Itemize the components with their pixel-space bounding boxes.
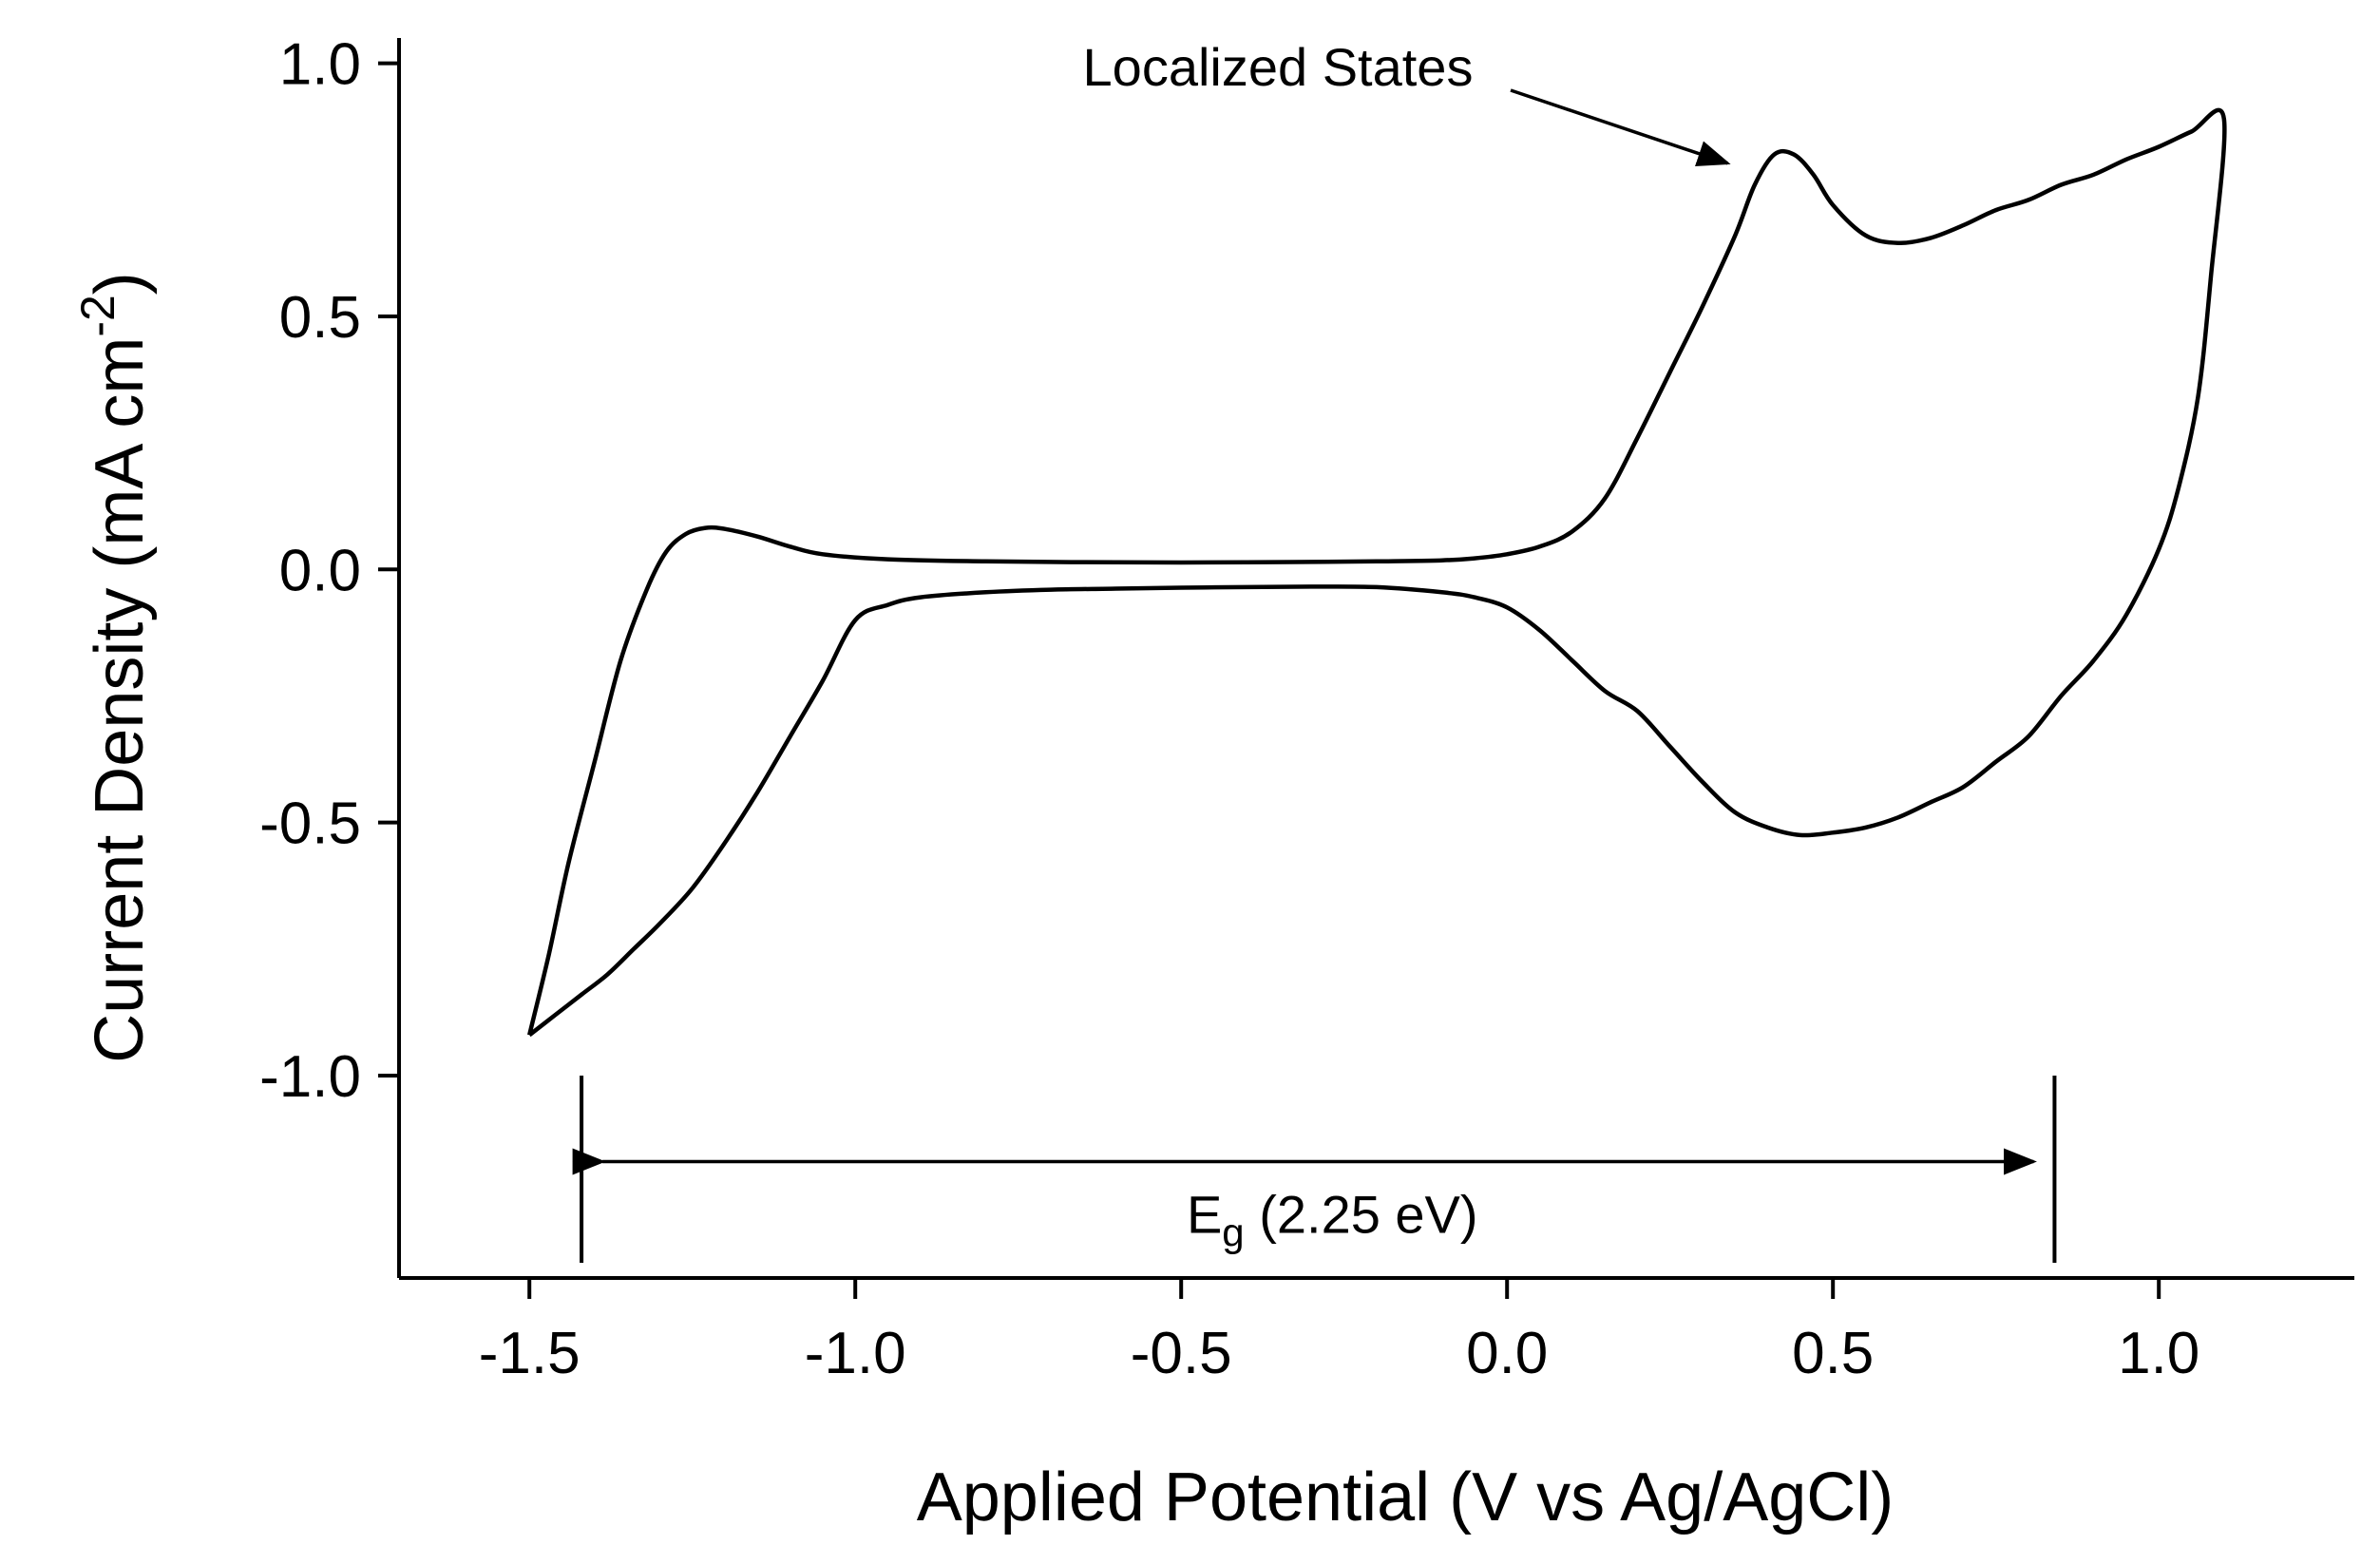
x-tick-label: 0.0	[1466, 1321, 1548, 1386]
x-axis-title: Applied Potential (V vs Ag/AgCl)	[917, 1459, 1894, 1535]
y-axis-title-superscript: -2	[71, 295, 124, 336]
x-tick-label: -1.5	[479, 1321, 581, 1386]
x-tick-label: 1.0	[2118, 1321, 2199, 1386]
cv-curve-line	[527, 107, 2227, 1038]
y-tick-label: -1.0	[259, 1044, 361, 1110]
y-axis-title-close: )	[82, 272, 158, 295]
y-axis-title: Current Density (mA cm-2)	[71, 272, 158, 1063]
band-gap-label-subscript: g	[1222, 1210, 1244, 1254]
y-tick-label: -0.5	[259, 792, 361, 857]
y-axis-ticks: 1.0 0.5 0.0 -0.5 -1.0	[259, 32, 399, 1110]
y-tick-label: 0.0	[279, 538, 361, 603]
localized-states-label: Localized States	[1083, 37, 1474, 97]
band-gap-label: Eg (2.25 eV)	[1187, 1184, 1478, 1254]
x-tick-label: -1.0	[805, 1321, 906, 1386]
x-tick-label: -0.5	[1131, 1321, 1232, 1386]
band-gap-label-e: E	[1187, 1184, 1222, 1244]
y-axis-title-main: Current Density (mA cm	[82, 337, 158, 1063]
band-gap-label-value: (2.25 eV)	[1245, 1184, 1478, 1244]
localized-states-arrow	[1510, 88, 1731, 167]
x-axis-ticks: -1.5 -1.0 -0.5 0.0 0.5 1.0	[479, 1278, 2199, 1386]
x-tick-label: 0.5	[1792, 1321, 1874, 1386]
y-tick-label: 1.0	[279, 32, 361, 98]
y-tick-label: 0.5	[279, 285, 361, 351]
